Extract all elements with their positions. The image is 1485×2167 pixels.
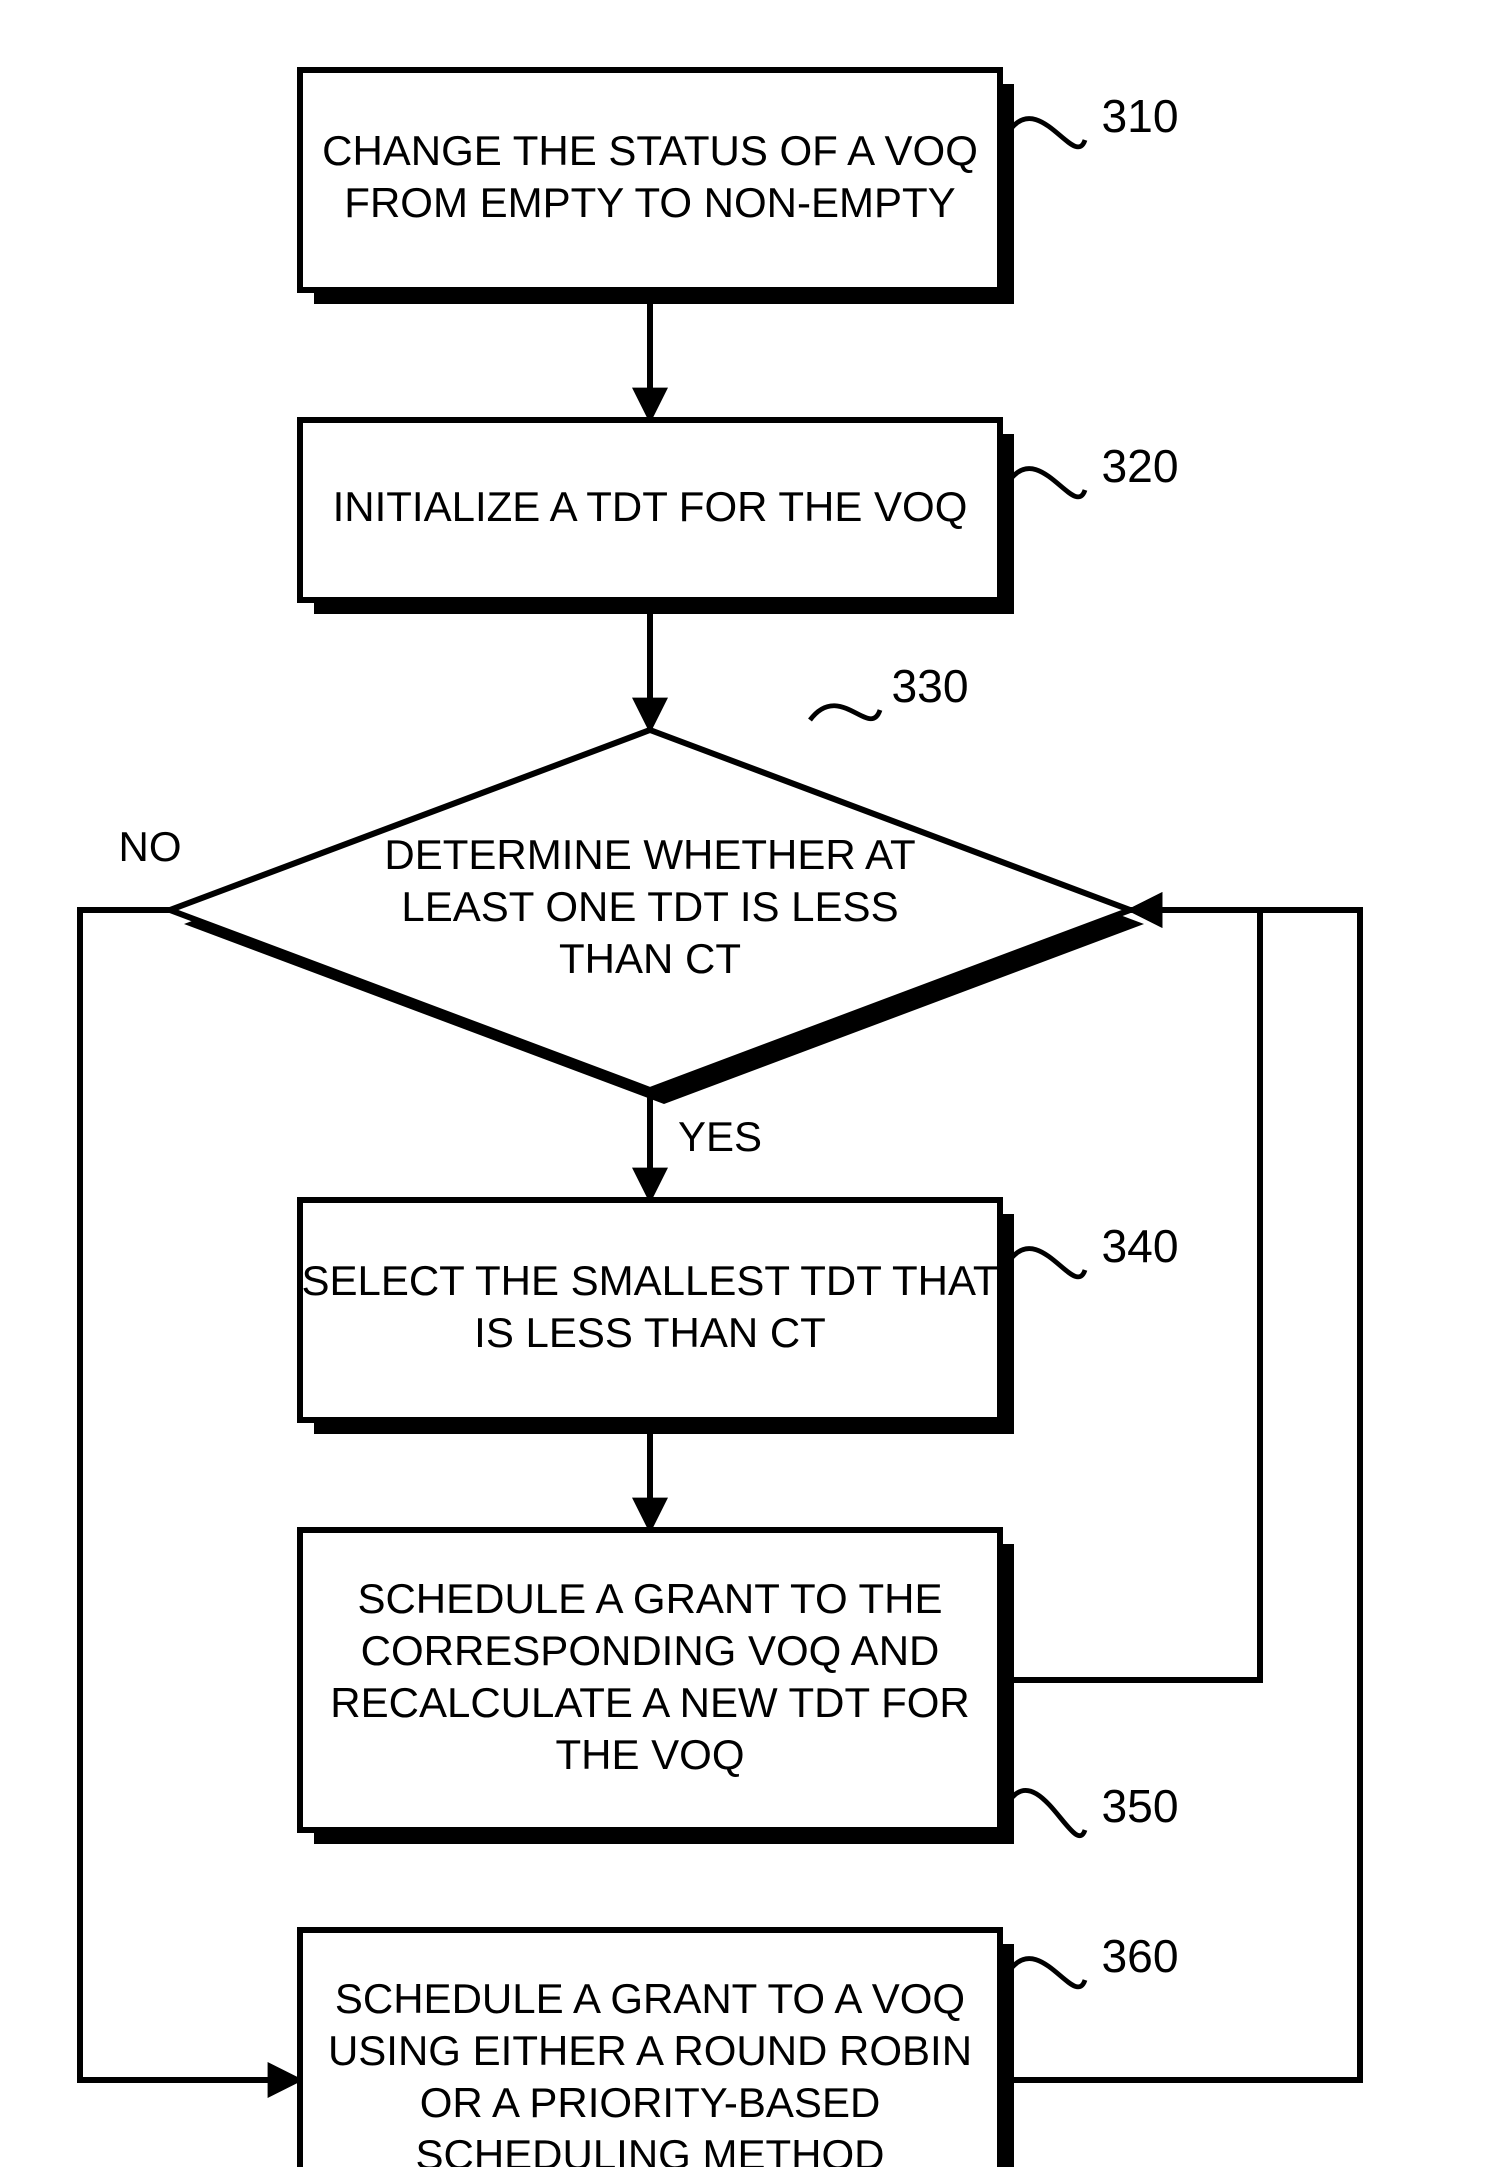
ref-lead (1010, 119, 1085, 147)
ref-lead (1010, 1959, 1085, 1987)
edge-e5 (1000, 910, 1260, 1680)
node-text-line: IS LESS THAN CT (474, 1309, 826, 1356)
node-text-line: DETERMINE WHETHER AT (384, 831, 915, 878)
edge-label-yes: YES (678, 1113, 762, 1160)
nodes-layer: CHANGE THE STATUS OF A VOQ FROM EMPTY TO … (170, 70, 1179, 2167)
node-text-line: INITIALIZE A TDT FOR THE VOQ (333, 483, 968, 530)
node-text-line: FROM EMPTY TO NON-EMPTY (344, 179, 955, 226)
ref-label: 330 (891, 660, 968, 712)
edge-e6 (80, 910, 300, 2080)
node-text-line: SELECT THE SMALLEST TDT THAT (301, 1257, 998, 1304)
edge-e7 (1000, 910, 1360, 2080)
ref-lead (1010, 1790, 1085, 1835)
node-text-line: LEAST ONE TDT IS LESS (401, 883, 898, 930)
ref-label: 320 (1101, 440, 1178, 492)
node-text-line: THE VOQ (555, 1731, 744, 1778)
ref-label: 350 (1101, 1780, 1178, 1832)
node-text-line: USING EITHER A ROUND ROBIN (328, 2027, 972, 2074)
ref-label: 310 (1101, 90, 1178, 142)
ref-lead (810, 706, 880, 720)
node-text-line: OR A PRIORITY-BASED (420, 2079, 881, 2126)
node-text-line: CHANGE THE STATUS OF A VOQ (322, 127, 978, 174)
node-text-line: RECALCULATE A NEW TDT FOR (330, 1679, 969, 1726)
ref-lead (1010, 469, 1085, 497)
ref-label: 340 (1101, 1220, 1178, 1272)
ref-lead (1010, 1249, 1085, 1277)
node-text-line: THAN CT (559, 935, 741, 982)
node-text-line: SCHEDULE A GRANT TO A VOQ (335, 1975, 965, 2022)
edge-label-no: NO (119, 823, 182, 870)
ref-label: 360 (1101, 1930, 1178, 1982)
node-text-line: SCHEDULE A GRANT TO THE (357, 1575, 942, 1622)
node-text-line: CORRESPONDING VOQ AND (361, 1627, 940, 1674)
node-text-line: SCHEDULING METHOD (415, 2131, 884, 2167)
